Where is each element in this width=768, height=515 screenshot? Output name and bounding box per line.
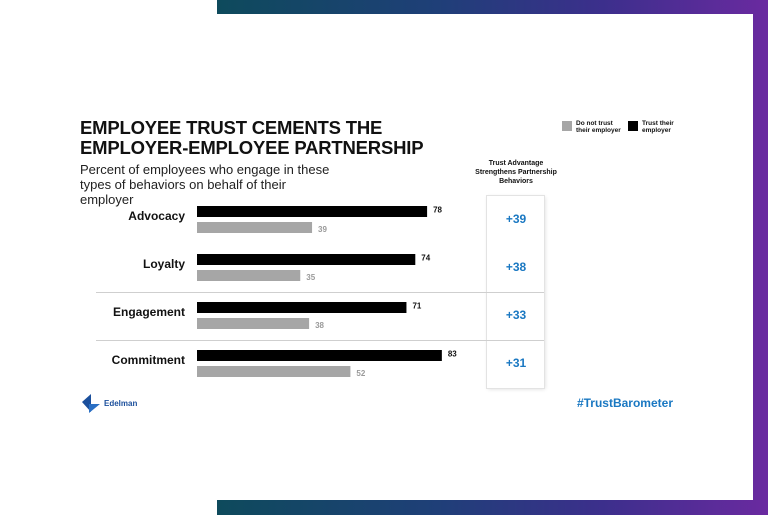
advantage-value: +39 xyxy=(506,212,527,226)
brand-logo: Edelman xyxy=(80,392,137,414)
bar-not-trust xyxy=(197,366,351,377)
hashtag-link[interactable]: #TrustBarometer xyxy=(576,396,673,410)
bar-not-trust xyxy=(197,318,310,329)
category-label: Commitment xyxy=(112,353,185,367)
legend-item-not-trust: Do not trust their employer xyxy=(562,120,622,134)
brand-name: Edelman xyxy=(104,398,138,408)
chart-subtitle: Percent of employees who engage in these… xyxy=(80,162,330,207)
bar-trust xyxy=(197,302,407,313)
data-label: 38 xyxy=(315,321,324,330)
advantage-value: +33 xyxy=(506,308,527,322)
edelman-logo-icon xyxy=(82,394,100,413)
advantage-value: +38 xyxy=(506,260,527,274)
divider-line xyxy=(96,292,544,293)
divider-line xyxy=(96,340,544,341)
data-label: 71 xyxy=(412,302,421,311)
advantage-header: Trust Advantage Strengthens Partnership … xyxy=(475,160,557,185)
bar-not-trust xyxy=(197,222,313,233)
data-label: 39 xyxy=(318,225,327,234)
data-label: 78 xyxy=(433,206,442,215)
data-label: 52 xyxy=(356,369,365,378)
legend-swatch-trust xyxy=(628,121,638,131)
data-label: 83 xyxy=(448,350,457,359)
bar-trust xyxy=(197,350,442,361)
category-label: Loyalty xyxy=(143,257,185,271)
data-label: 74 xyxy=(421,254,430,263)
data-label: 35 xyxy=(306,273,315,282)
category-label: Engagement xyxy=(113,305,185,319)
legend-label-not-trust: Do not trust their employer xyxy=(576,120,621,134)
bar-not-trust xyxy=(197,270,301,281)
legend-label-trust: Trust their employer xyxy=(642,120,674,134)
legend-item-trust: Trust their employer xyxy=(628,120,688,134)
bar-trust xyxy=(197,254,416,265)
advantage-value: +31 xyxy=(506,356,527,370)
chart-title: EMPLOYEE TRUST CEMENTS THE EMPLOYER-EMPL… xyxy=(80,117,424,158)
category-label: Advocacy xyxy=(128,209,185,223)
legend-swatch-not-trust xyxy=(562,121,572,131)
bar-trust xyxy=(197,206,428,217)
